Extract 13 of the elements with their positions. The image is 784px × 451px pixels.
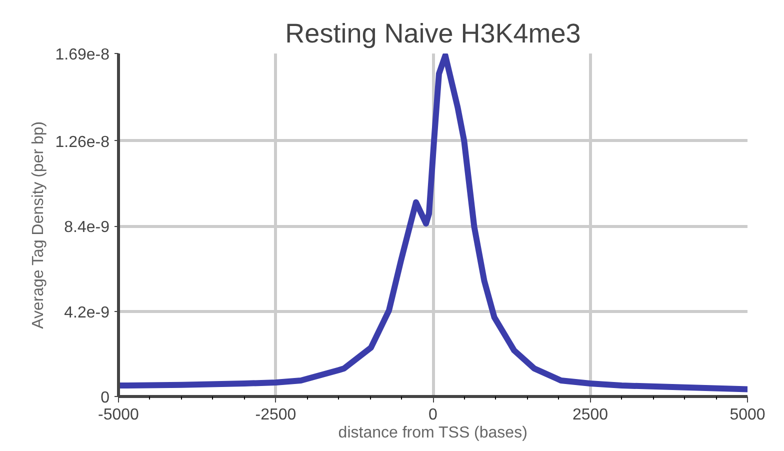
- x-tick-label: -5000: [98, 406, 140, 424]
- x-tick-label: -2500: [255, 406, 296, 424]
- y-tick-label: 8.4e-9: [64, 219, 110, 236]
- y-tick-label: 1.69e-8: [55, 46, 110, 64]
- x-axis-title: distance from TSS (bases): [338, 424, 528, 442]
- y-tick-label: 0: [100, 390, 110, 406]
- y-tick-label: 1.26e-8: [55, 134, 110, 151]
- chart-title: Resting Naive H3K4me3: [285, 18, 581, 48]
- x-tick-label: 5000: [730, 406, 766, 424]
- y-tick-label: 4.2e-9: [64, 304, 110, 322]
- y-axis-title: Average Tag Density (per bp): [30, 121, 48, 329]
- x-tick-label: 0: [428, 406, 438, 424]
- x-tick-label: 2500: [572, 406, 608, 424]
